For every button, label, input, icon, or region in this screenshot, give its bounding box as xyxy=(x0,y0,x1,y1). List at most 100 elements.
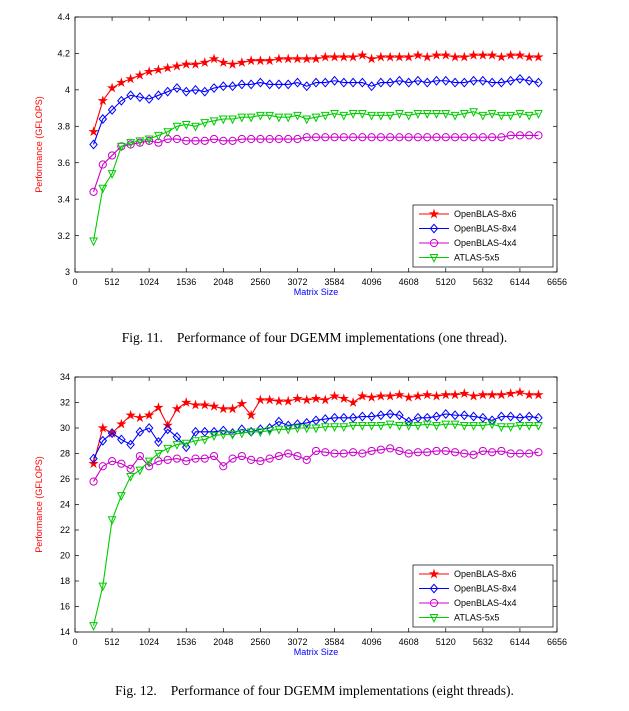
data-point xyxy=(228,136,237,145)
x-tick-label: 5120 xyxy=(436,637,456,647)
data-point xyxy=(422,389,433,400)
legend: OpenBLAS-8x6 OpenBLAS-8x4 OpenBLAS-4x4 ATLA… xyxy=(412,204,554,268)
y-tick-label: 20 xyxy=(60,551,70,561)
data-point xyxy=(106,82,118,93)
x-tick-label: 6144 xyxy=(510,277,530,287)
data-point xyxy=(358,411,367,422)
data-point xyxy=(367,133,376,142)
data-point xyxy=(375,51,387,62)
data-point xyxy=(385,77,395,88)
data-point xyxy=(310,53,322,64)
data-point xyxy=(228,430,237,440)
y-tick-label: 3.4 xyxy=(57,194,70,204)
data-point xyxy=(228,81,237,92)
data-point xyxy=(311,424,321,434)
data-point xyxy=(200,136,209,145)
data-point xyxy=(89,477,98,486)
data-point xyxy=(125,409,136,420)
data-point xyxy=(200,86,210,97)
data-point xyxy=(487,77,497,88)
data-point xyxy=(386,133,395,142)
data-point xyxy=(163,424,172,435)
data-point xyxy=(292,53,303,64)
data-point xyxy=(116,418,127,429)
data-point xyxy=(348,77,358,88)
legend-marker xyxy=(429,598,439,608)
data-point xyxy=(506,75,515,86)
data-point xyxy=(394,51,405,62)
x-tick-label: 1024 xyxy=(139,637,159,647)
figure-11-caption: Fig. 11. Performance of four DGEMM implem… xyxy=(0,330,629,346)
data-point xyxy=(321,133,330,142)
legend-label: OpenBLAS-8x4 xyxy=(454,584,517,594)
y-tick-label: 30 xyxy=(60,423,70,433)
data-point xyxy=(468,49,479,60)
data-point xyxy=(357,110,367,119)
data-point xyxy=(413,75,423,86)
data-point xyxy=(515,449,525,458)
series-ATLAS-5x5 xyxy=(89,420,543,631)
x-tick-label: 6656 xyxy=(547,277,567,287)
figure-11-text: Performance of four DGEMM implementation… xyxy=(176,330,508,345)
data-point xyxy=(302,424,312,434)
y-axis-label: Performance (GFLOPS) xyxy=(34,456,44,553)
legend-item: OpenBLAS-8x6 xyxy=(419,568,517,579)
data-point xyxy=(338,393,349,404)
data-point xyxy=(274,79,284,90)
data-point xyxy=(422,110,432,119)
data-point xyxy=(237,134,246,144)
data-point xyxy=(441,133,450,142)
data-point xyxy=(330,449,339,458)
data-point xyxy=(256,134,265,144)
x-tick-label: 4096 xyxy=(362,277,382,287)
data-point xyxy=(145,136,154,145)
data-point xyxy=(181,442,191,453)
data-point xyxy=(135,92,145,103)
data-point xyxy=(135,451,144,461)
data-point xyxy=(311,133,321,142)
x-tick-label: 4096 xyxy=(362,637,382,647)
data-point xyxy=(358,449,367,458)
data-point xyxy=(190,399,201,410)
data-point xyxy=(302,81,311,92)
data-point xyxy=(107,151,117,160)
y-tick-label: 24 xyxy=(60,500,70,510)
figure-11-number: Fig. 11. xyxy=(121,330,163,345)
data-point xyxy=(117,434,126,445)
data-point xyxy=(144,135,154,145)
legend-label: OpenBLAS-8x6 xyxy=(454,209,517,219)
x-tick-label: 0 xyxy=(72,277,77,287)
data-point xyxy=(246,113,256,123)
data-point xyxy=(459,388,470,398)
data-point xyxy=(237,429,247,439)
data-point xyxy=(200,119,210,128)
series-OpenBLAS-4x4 xyxy=(89,444,543,486)
data-point xyxy=(486,389,498,400)
data-point xyxy=(209,134,219,144)
data-point xyxy=(208,400,220,411)
data-point xyxy=(478,133,487,142)
legend-marker xyxy=(429,238,439,248)
data-point xyxy=(98,114,108,124)
data-point xyxy=(218,115,228,125)
data-point xyxy=(182,136,191,145)
data-point xyxy=(347,51,359,62)
data-point xyxy=(107,104,117,115)
data-point xyxy=(422,51,433,62)
data-point xyxy=(209,451,219,461)
data-point xyxy=(339,449,348,458)
data-point xyxy=(172,441,182,450)
x-tick-label: 5120 xyxy=(436,277,456,287)
data-point xyxy=(144,93,154,104)
x-tick-label: 2048 xyxy=(213,277,233,287)
data-point xyxy=(395,410,404,421)
data-point xyxy=(376,111,386,121)
data-point xyxy=(386,444,395,453)
data-point xyxy=(524,389,535,400)
data-point xyxy=(524,51,535,62)
data-point xyxy=(422,77,432,88)
y-tick-label: 14 xyxy=(60,627,70,637)
data-point xyxy=(245,55,257,66)
data-point xyxy=(255,55,266,66)
data-point xyxy=(477,389,488,400)
